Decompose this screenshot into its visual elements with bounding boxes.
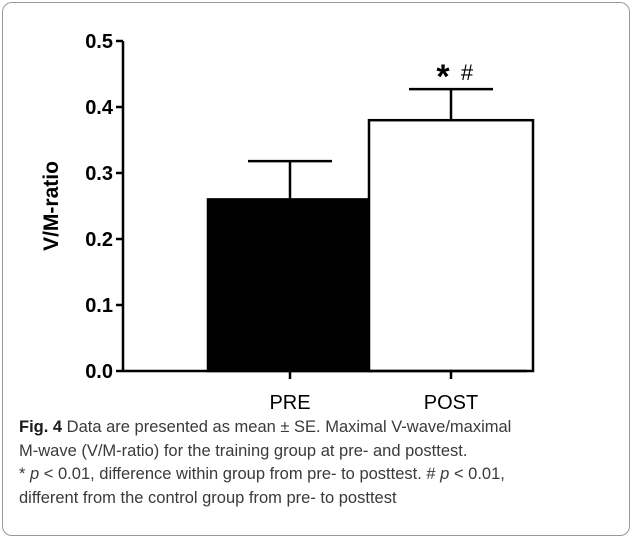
figure-caption: Fig. 4 Data are presented as mean ± SE. … xyxy=(19,416,619,510)
caption-line-3: * p < 0.01, difference within group from… xyxy=(19,463,619,487)
x-axis: PRE POST xyxy=(123,369,527,413)
y-tick-label: 0.0 xyxy=(85,361,113,383)
bars xyxy=(206,118,535,373)
bar-pre xyxy=(206,198,374,373)
y-tick-label: 0.5 xyxy=(85,31,113,53)
caption-text-1: Data are presented as mean ± SE. Maximal… xyxy=(62,418,512,436)
caption-text-3: < 0.01, difference within group from pre… xyxy=(39,465,441,483)
caption-star: * xyxy=(19,465,31,483)
bar-post xyxy=(367,118,535,373)
caption-line-2: M-wave (V/M-ratio) for the training grou… xyxy=(19,441,468,460)
caption-line-1: Fig. 4 Data are presented as mean ± SE. … xyxy=(19,416,619,440)
y-tick-label: 0.3 xyxy=(85,163,113,185)
x-tick-label: POST xyxy=(424,392,478,413)
y-tick-label: 0.2 xyxy=(85,229,113,251)
y-tick-label: 0.1 xyxy=(85,295,113,317)
caption-text-3-end: < 0.01, xyxy=(449,465,505,483)
error-bars xyxy=(248,87,493,200)
annotation-hash: # xyxy=(461,60,474,85)
figure-label: Fig. 4 xyxy=(19,418,63,436)
bar-chart: 0.0 0.1 0.2 0.3 0.4 0.5 PRE POST V/M-ratio * # xyxy=(40,31,535,413)
y-tick-label: 0.4 xyxy=(85,97,114,119)
significance-annotation: * # xyxy=(436,58,473,96)
caption-p-value-2: p xyxy=(440,465,450,483)
figure-frame: 0.0 0.1 0.2 0.3 0.4 0.5 PRE POST V/M-ratio * #… xyxy=(2,2,630,536)
caption-line-4: different from the control group from pr… xyxy=(19,488,397,507)
x-tick-label: PRE xyxy=(269,392,310,413)
caption-p-value-1: p xyxy=(30,465,40,483)
y-axis: 0.0 0.1 0.2 0.3 0.4 0.5 xyxy=(85,31,125,383)
annotation-star: * xyxy=(436,58,450,96)
y-axis-title: V/M-ratio xyxy=(40,161,63,251)
